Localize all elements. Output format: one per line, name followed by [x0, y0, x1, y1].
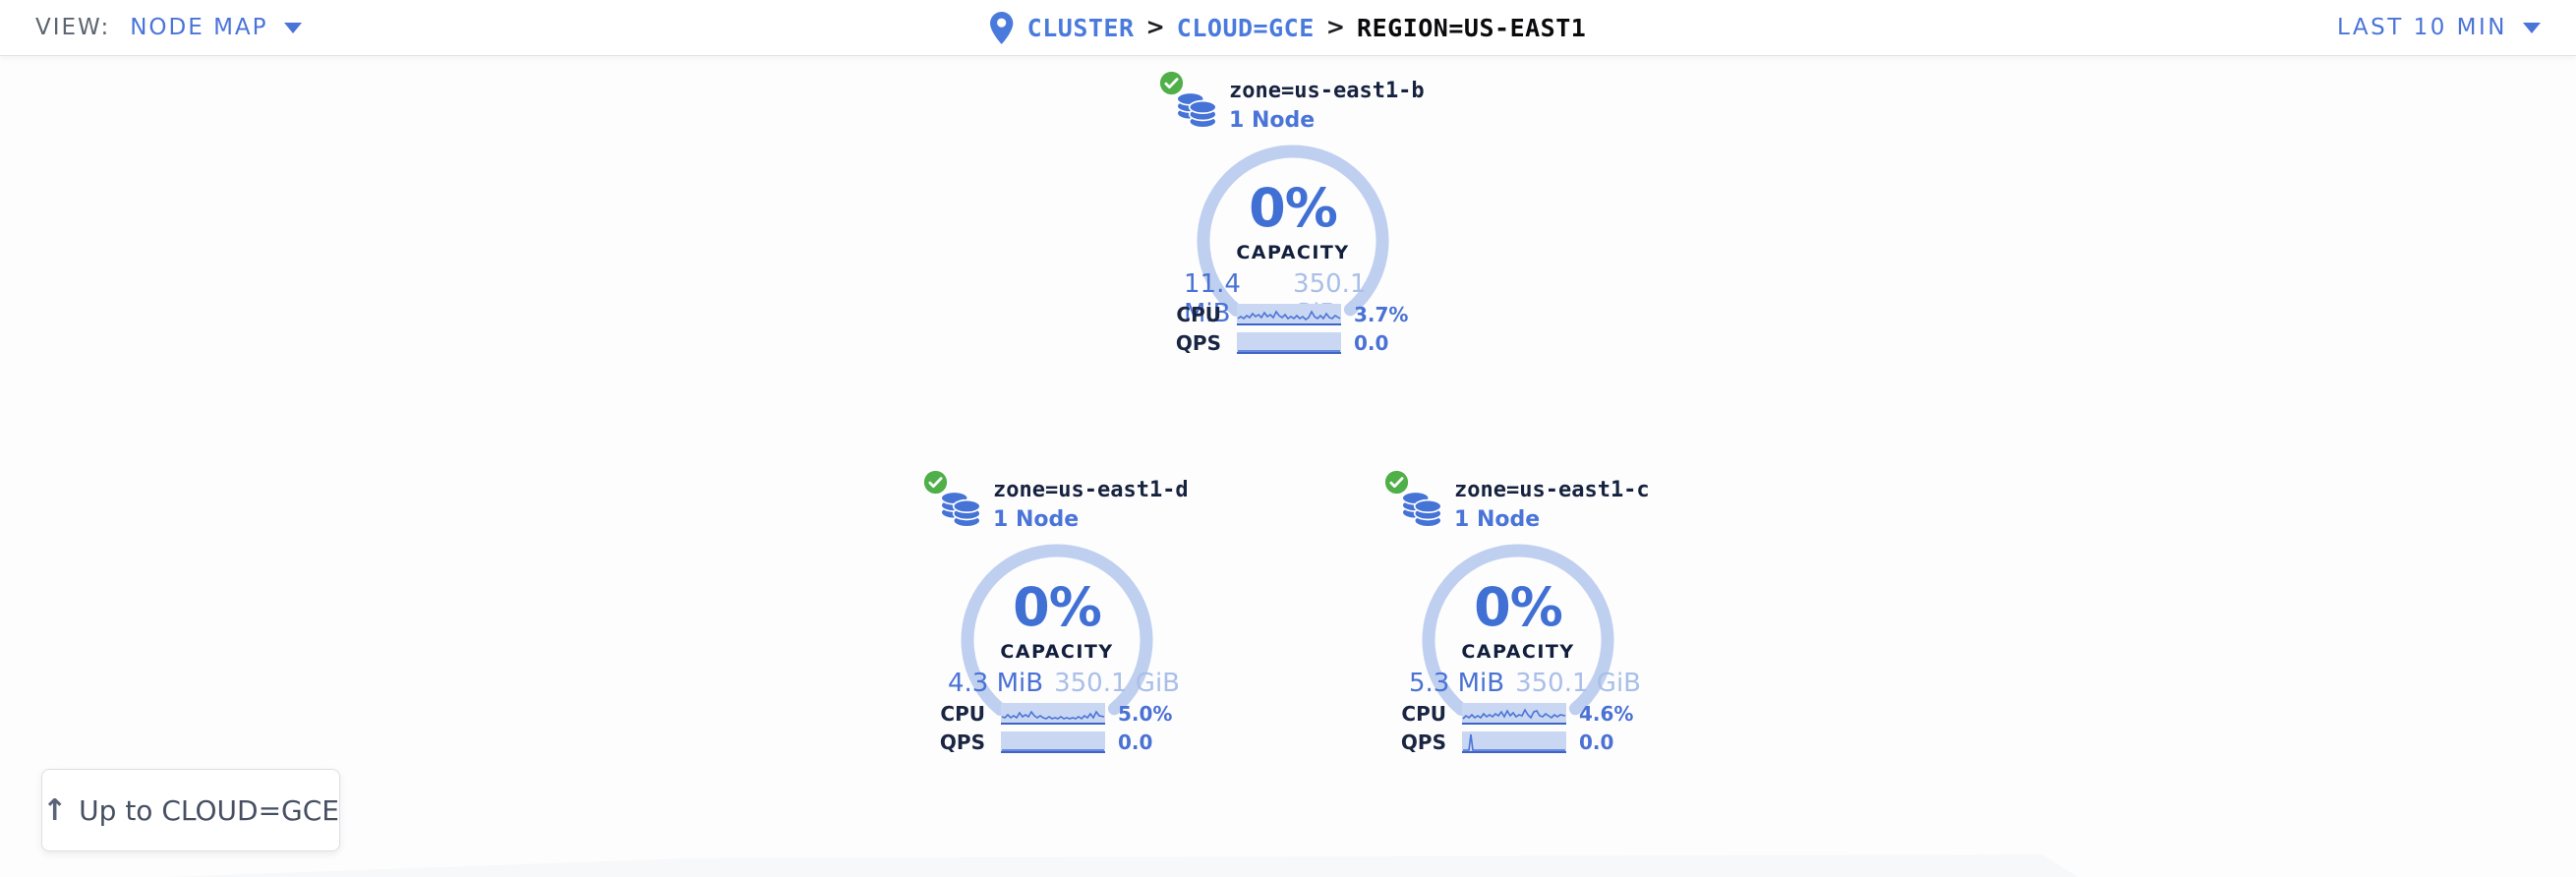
cpu-sparkline: [1237, 304, 1341, 325]
database-stack-icon: [1176, 91, 1217, 129]
cpu-label: CPU: [940, 702, 985, 726]
zone-card-us-east1-c[interactable]: zone=us-east1-c 1 Node 0% CAPACITY 5.3 M…: [1376, 466, 1661, 761]
qps-label: QPS: [1400, 731, 1446, 754]
breadcrumb-cluster-link[interactable]: CLUSTER: [1026, 13, 1135, 42]
capacity-label: CAPACITY: [1461, 641, 1575, 663]
qps-sparkline: [1001, 731, 1105, 753]
capacity-label: CAPACITY: [1000, 641, 1114, 663]
cpu-sparkline: [1462, 703, 1566, 725]
cpu-sparkline: [1001, 703, 1105, 725]
breadcrumb-cloud-link[interactable]: CLOUD=GCE: [1176, 13, 1315, 42]
zone-title: zone=us-east1-c: [1454, 478, 1650, 502]
status-healthy-icon: [1383, 469, 1410, 496]
breadcrumb: CLUSTER > CLOUD=GCE > REGION=US-EAST1: [990, 0, 1587, 55]
zone-card-us-east1-d[interactable]: zone=us-east1-d 1 Node 0% CAPACITY 4.3 M…: [914, 466, 1200, 761]
zone-title: zone=us-east1-d: [993, 478, 1189, 502]
database-stack-icon: [940, 491, 981, 528]
status-healthy-icon: [1158, 70, 1185, 96]
zone-card-us-east1-b[interactable]: zone=us-east1-b 1 Node 0% CAPACITY 11.4 …: [1150, 67, 1435, 362]
qps-value: 0.0: [1354, 331, 1389, 355]
capacity-total: 350.1 GiB: [1515, 669, 1641, 698]
cpu-label: CPU: [1176, 303, 1221, 326]
up-to-cloud-button[interactable]: ↑ Up to CLOUD=GCE: [41, 769, 340, 851]
capacity-gauge-arc: [1422, 544, 1614, 736]
time-range-selector[interactable]: LAST 10 MIN: [2337, 0, 2541, 55]
qps-label: QPS: [1175, 331, 1221, 355]
caret-down-icon: [2523, 22, 2541, 33]
view-selector[interactable]: VIEW: NODE MAP: [35, 0, 302, 55]
qps-sparkline: [1462, 731, 1566, 753]
time-range-value: LAST 10 MIN: [2337, 15, 2507, 40]
capacity-total: 350.1 GiB: [1054, 669, 1180, 698]
qps-label: QPS: [939, 731, 985, 754]
qps-sparkline: [1237, 332, 1341, 354]
zone-node-count: 1 Node: [1229, 108, 1316, 133]
capacity-gauge-arc: [1197, 145, 1389, 337]
view-label: VIEW:: [35, 15, 111, 40]
status-healthy-icon: [922, 469, 949, 496]
zone-node-count: 1 Node: [1454, 507, 1541, 532]
capacity-percent: 0%: [1474, 576, 1563, 638]
capacity-label: CAPACITY: [1236, 242, 1350, 263]
database-stack-icon: [1401, 491, 1442, 528]
location-pin-icon: [990, 11, 1014, 44]
zone-node-count: 1 Node: [993, 507, 1080, 532]
breadcrumb-separator: >: [1145, 15, 1165, 40]
qps-value: 0.0: [1118, 731, 1153, 754]
capacity-percent: 0%: [1249, 177, 1338, 239]
cpu-value: 5.0%: [1118, 702, 1173, 726]
topbar: VIEW: NODE MAP CLUSTER > CLOUD=GCE > REG…: [0, 0, 2576, 56]
breadcrumb-separator: >: [1325, 15, 1346, 40]
capacity-used: 5.3 MiB: [1409, 669, 1505, 698]
caret-down-icon: [283, 22, 302, 33]
cpu-value: 3.7%: [1354, 303, 1409, 326]
cpu-value: 4.6%: [1579, 702, 1634, 726]
map-background: [167, 854, 2078, 877]
zone-title: zone=us-east1-b: [1229, 79, 1425, 103]
qps-value: 0.0: [1579, 731, 1614, 754]
view-selected-value: NODE MAP: [130, 15, 268, 40]
capacity-used: 11.4 MiB: [1184, 269, 1241, 328]
capacity-used: 4.3 MiB: [948, 669, 1044, 698]
cpu-label: CPU: [1401, 702, 1446, 726]
breadcrumb-current-region: REGION=US-EAST1: [1357, 13, 1587, 42]
capacity-gauge-arc: [961, 544, 1153, 736]
up-to-cloud-label: Up to CLOUD=GCE: [79, 793, 339, 827]
capacity-percent: 0%: [1013, 576, 1102, 638]
arrow-up-icon: ↑: [42, 792, 68, 828]
